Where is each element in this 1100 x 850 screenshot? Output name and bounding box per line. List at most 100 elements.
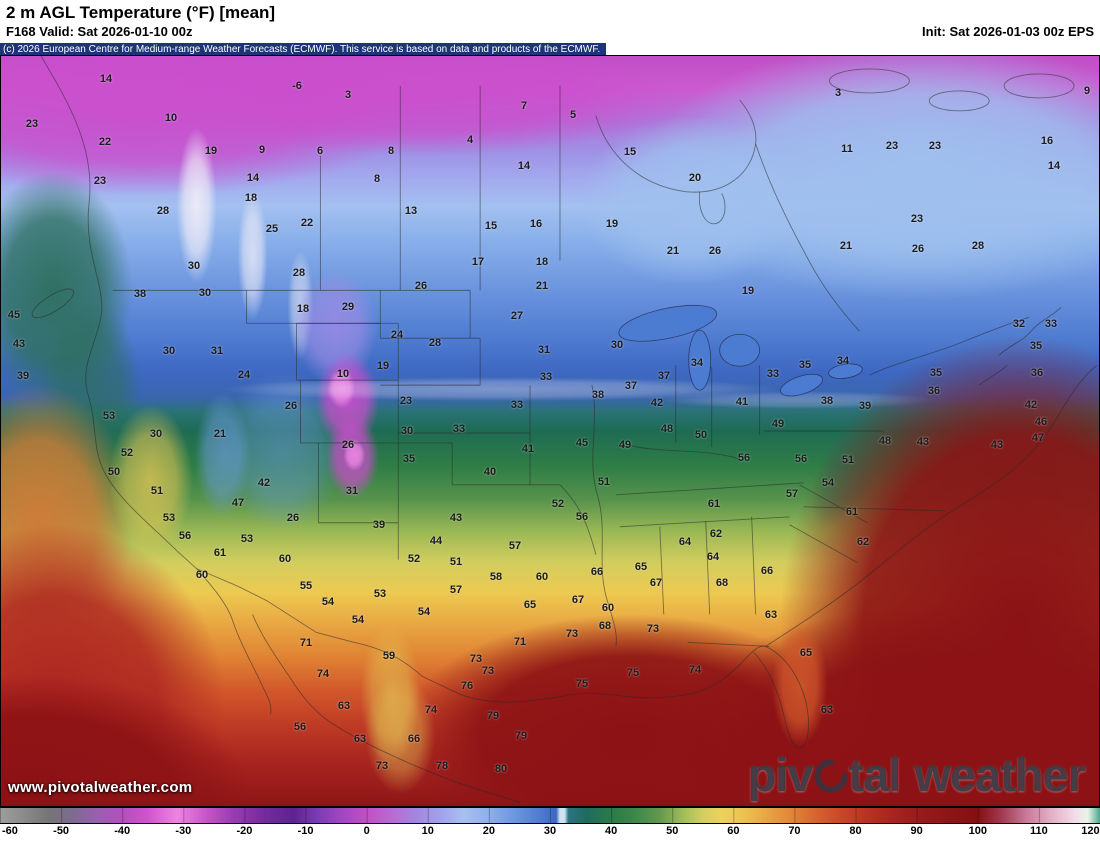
temp-label: 68 — [715, 577, 729, 589]
temp-label: 31 — [537, 344, 551, 356]
temp-label: 24 — [390, 329, 404, 341]
colorbar-tick-label: 40 — [604, 825, 618, 837]
temp-label: 19 — [605, 218, 619, 230]
temp-label: 57 — [785, 488, 799, 500]
temp-label: 57 — [508, 540, 522, 552]
temp-label: 71 — [513, 636, 527, 648]
temp-label: -6 — [292, 80, 302, 92]
temp-label: 37 — [624, 380, 638, 392]
temp-label: 75 — [626, 667, 640, 679]
temp-label: 61 — [845, 506, 859, 518]
temp-label: 38 — [133, 288, 147, 300]
temp-label: 74 — [424, 704, 438, 716]
colorbar-tick-label: 10 — [421, 825, 434, 837]
temp-label: 61 — [707, 498, 721, 510]
temp-label: 73 — [469, 653, 483, 665]
temp-label: 51 — [597, 476, 611, 488]
brand-word: weather — [914, 748, 1086, 801]
temp-label: 11 — [841, 143, 853, 155]
temp-label: 31 — [345, 485, 359, 497]
temp-label: 31 — [210, 345, 224, 357]
temp-label: 42 — [257, 477, 271, 489]
temp-label: 65 — [799, 647, 813, 659]
temp-label: 75 — [575, 678, 589, 690]
temp-label: 23 — [885, 140, 899, 152]
colorbar-tick-label: 20 — [482, 825, 495, 837]
temp-label: 38 — [591, 389, 605, 401]
temp-label: 46 — [1034, 416, 1048, 428]
temp-label: 68 — [598, 620, 612, 632]
map-borders — [31, 56, 1098, 803]
temp-label: 28 — [971, 240, 985, 252]
temp-label: 36 — [927, 385, 941, 397]
temp-label: 73 — [375, 760, 389, 772]
temp-label: 28 — [428, 337, 442, 349]
temp-label: 65 — [634, 561, 648, 573]
temp-label: 30 — [162, 345, 176, 357]
temp-label: 33 — [452, 423, 466, 435]
temp-label: 21 — [213, 428, 227, 440]
temp-label: 49 — [771, 418, 785, 430]
header-subrow: F168 Valid: Sat 2026-01-10 00z Init: Sat… — [0, 23, 1100, 41]
temp-label: 9 — [258, 144, 266, 156]
temp-label: 47 — [231, 497, 245, 509]
map-canvas[interactable]: 14 10 -6 3 7 5 3 9 23 22 19 9 6 8 4 14 15 20 11 23 23 16 14 23 1… — [0, 55, 1100, 807]
temp-label: 60 — [195, 569, 209, 581]
temp-label: 71 — [299, 637, 313, 649]
temp-label: 30 — [187, 260, 201, 272]
temp-label: 53 — [240, 533, 254, 545]
temp-label: 26 — [286, 512, 300, 524]
temp-label: 8 — [387, 145, 395, 157]
temp-label: 50 — [107, 466, 121, 478]
temp-label: 35 — [798, 359, 812, 371]
temp-label: 51 — [841, 454, 855, 466]
temp-label: 13 — [404, 205, 418, 217]
colorbar-tick-label: 100 — [968, 825, 987, 837]
colorbar-tick-label: 110 — [1030, 825, 1048, 837]
header: 2 m AGL Temperature (°F) [mean] — [0, 0, 1100, 23]
temp-label: 58 — [489, 571, 503, 583]
temp-label: 56 — [575, 511, 589, 523]
temp-label: 79 — [486, 710, 500, 722]
temp-label: 23 — [910, 213, 924, 225]
colorbar-tick-label: 30 — [543, 825, 557, 837]
temp-label: 14 — [517, 160, 531, 172]
temp-label: 33 — [766, 368, 780, 380]
temp-label: 34 — [690, 357, 704, 369]
colorbar-gradient — [0, 807, 1100, 824]
temp-label: 73 — [565, 628, 579, 640]
temp-label: 27 — [510, 310, 524, 322]
temp-label: 38 — [820, 395, 834, 407]
temp-label: 63 — [764, 609, 778, 621]
colorbar-tick-label: -10 — [297, 825, 314, 837]
temp-label: 60 — [601, 602, 615, 614]
temp-label: 50 — [694, 429, 708, 441]
brand-watermark: piv tal weather — [748, 747, 1086, 802]
temp-label: 79 — [514, 730, 528, 742]
temp-label: 17 — [471, 256, 485, 268]
temp-label: 26 — [911, 243, 925, 255]
temp-label: 30 — [610, 339, 624, 351]
temp-label: 49 — [618, 439, 632, 451]
temp-label: 18 — [244, 192, 258, 204]
temp-label: 44 — [429, 535, 443, 547]
colorbar-tick-label: -40 — [114, 825, 131, 837]
temp-label: 33 — [1044, 318, 1058, 330]
temp-label: 40 — [483, 466, 497, 478]
colorbar-tick-label: -30 — [175, 825, 192, 837]
temp-label: 52 — [407, 553, 421, 565]
temp-label: 62 — [856, 536, 870, 548]
temp-label: 14 — [99, 73, 113, 85]
temp-label: 54 — [351, 614, 365, 626]
temp-label: 15 — [484, 220, 498, 232]
temp-label: 16 — [1040, 135, 1054, 147]
temp-label: 63 — [337, 700, 351, 712]
temp-label: 66 — [590, 566, 604, 578]
temp-label: 3 — [344, 89, 352, 101]
temp-label: 22 — [300, 217, 314, 229]
temp-label: 78 — [435, 760, 449, 772]
colorbar-tick-label: -50 — [53, 825, 70, 837]
temperature-colorbar: -60 -50 -40 -30 -20 -10 0 10 20 30 40 50 60 70 80 90 100… — [0, 807, 1100, 841]
temp-label: 10 — [164, 112, 178, 124]
temp-label: 16 — [529, 218, 543, 230]
